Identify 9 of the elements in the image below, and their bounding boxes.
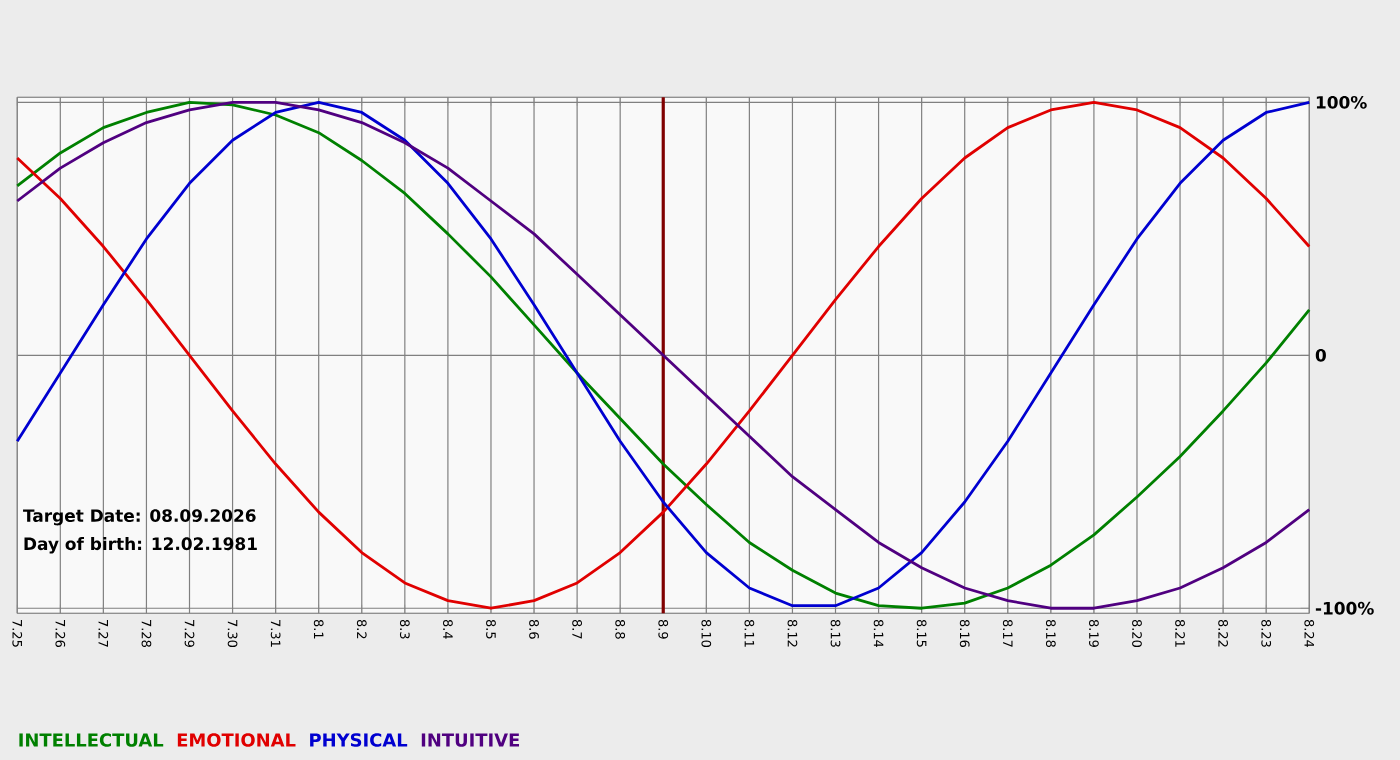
text: INTELLECTUAL <box>19 733 164 747</box>
y-tick-label: -100% <box>1315 601 1374 615</box>
y-tick-label: 100% <box>1316 95 1367 109</box>
annotation: Day of birth: 12.02.1981 <box>24 537 257 554</box>
text: PHYSICAL <box>310 733 408 747</box>
text: EMOTIONAL <box>177 733 296 747</box>
annotation: Target Date: 08.09.2026 <box>23 509 256 526</box>
y-tick-label: 0 <box>1315 348 1326 362</box>
text: INTUITIVE <box>421 733 520 747</box>
